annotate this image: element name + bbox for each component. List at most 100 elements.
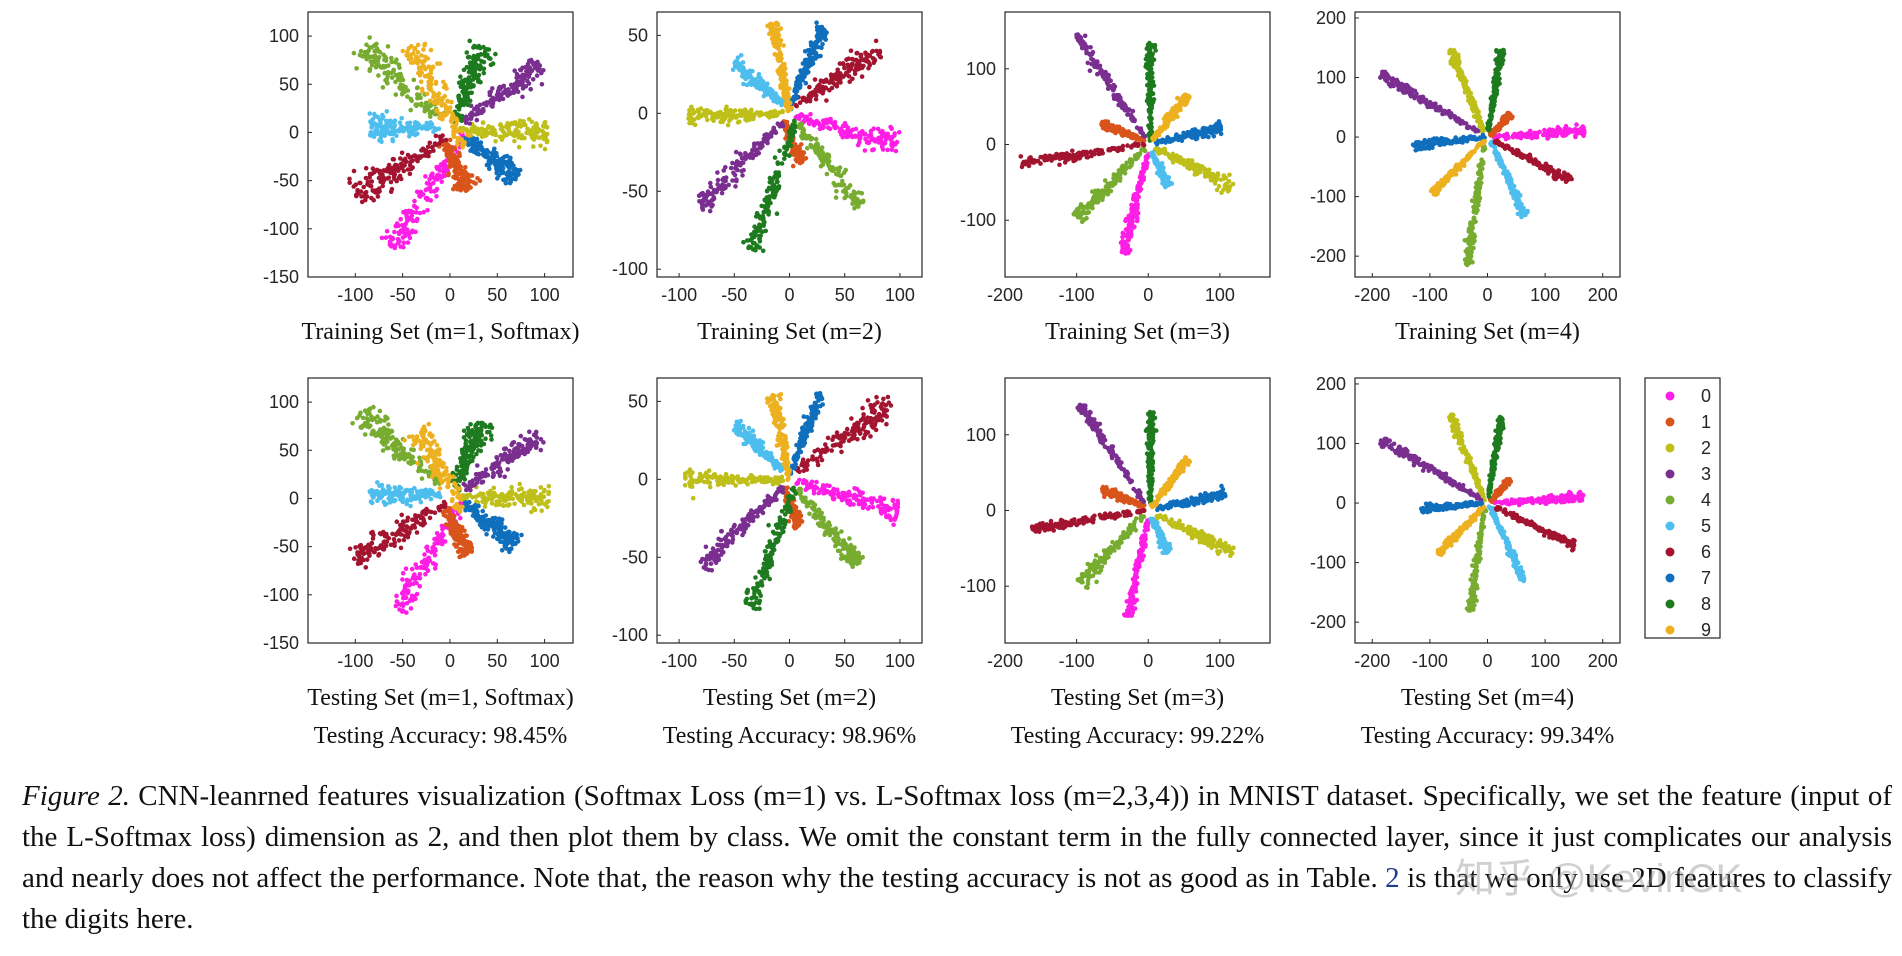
data-point [487, 92, 493, 98]
data-point [896, 130, 902, 135]
data-point [754, 229, 760, 234]
data-point [1022, 160, 1027, 165]
data-point [426, 86, 432, 91]
data-point [473, 126, 479, 132]
data-point [1081, 209, 1086, 214]
cluster-class-4 [1071, 145, 1148, 225]
data-point [1163, 149, 1168, 154]
data-point [366, 48, 372, 54]
data-point [427, 140, 433, 146]
data-point [829, 120, 835, 126]
data-point [859, 74, 865, 79]
data-point [813, 136, 819, 142]
data-point [500, 170, 506, 176]
data-point [393, 72, 399, 78]
data-point [472, 106, 477, 112]
data-point [425, 144, 431, 150]
data-point [686, 112, 692, 118]
data-point [850, 56, 855, 62]
data-point [1147, 92, 1152, 97]
cluster-class-9 [1150, 92, 1192, 143]
data-point [362, 49, 368, 55]
data-point [399, 115, 405, 121]
data-point [1170, 136, 1176, 142]
data-point [430, 64, 436, 70]
data-point [528, 132, 533, 137]
data-point [866, 133, 871, 139]
data-point [429, 81, 434, 87]
data-point [449, 110, 455, 116]
data-point [839, 132, 844, 137]
data-point [513, 129, 518, 134]
data-point [406, 208, 412, 214]
data-points [686, 20, 902, 254]
data-point [408, 160, 413, 165]
data-point [761, 223, 766, 228]
data-point [452, 146, 458, 151]
data-point [393, 92, 399, 97]
data-point [1122, 240, 1127, 246]
data-point [413, 210, 419, 215]
data-point [372, 48, 378, 54]
data-point [457, 153, 463, 159]
data-point [768, 134, 774, 139]
data-point [762, 197, 767, 203]
data-point [840, 178, 845, 184]
data-point [869, 49, 875, 54]
data-point [481, 128, 486, 133]
data-point [525, 61, 531, 67]
data-point [817, 82, 822, 88]
data-point [424, 102, 429, 108]
data-point [1562, 128, 1568, 134]
data-point [1203, 126, 1209, 131]
data-point [369, 179, 375, 184]
data-point [1133, 213, 1138, 219]
data-point [877, 54, 883, 59]
x-tick-label: 50 [487, 285, 507, 305]
data-point [428, 189, 434, 194]
data-point [1580, 132, 1585, 137]
data-point [841, 182, 847, 188]
data-point [769, 179, 774, 184]
data-point [735, 167, 740, 173]
data-point [1094, 62, 1100, 68]
data-point [488, 56, 493, 61]
data-point [481, 66, 487, 72]
data-point [1216, 183, 1222, 189]
data-point [418, 79, 424, 84]
data-point [477, 127, 483, 133]
data-point [519, 81, 524, 86]
data-point [841, 74, 846, 79]
data-point [888, 137, 893, 142]
data-point [782, 156, 787, 161]
data-point [454, 175, 459, 181]
data-point [812, 77, 818, 82]
data-point [1110, 183, 1115, 188]
data-point [415, 92, 420, 97]
x-tick-label: -100 [1059, 285, 1095, 305]
data-point [857, 136, 862, 142]
data-point [498, 126, 504, 132]
data-point [859, 191, 865, 196]
data-point [1153, 48, 1158, 53]
data-point [1127, 247, 1133, 253]
data-point [372, 43, 377, 48]
data-point [500, 155, 506, 161]
data-point [1125, 131, 1131, 137]
data-point [541, 130, 546, 135]
data-point [878, 129, 883, 135]
data-point [404, 227, 410, 233]
data-point [453, 165, 459, 171]
data-point [809, 48, 814, 54]
cluster-class-0 [793, 111, 902, 154]
data-point [1089, 198, 1095, 204]
data-point [800, 130, 805, 135]
data-point [741, 112, 746, 118]
data-point [775, 22, 781, 28]
data-point [414, 189, 420, 195]
data-point [405, 152, 411, 158]
data-point [802, 115, 808, 120]
data-point [774, 211, 780, 216]
data-point [489, 151, 495, 156]
